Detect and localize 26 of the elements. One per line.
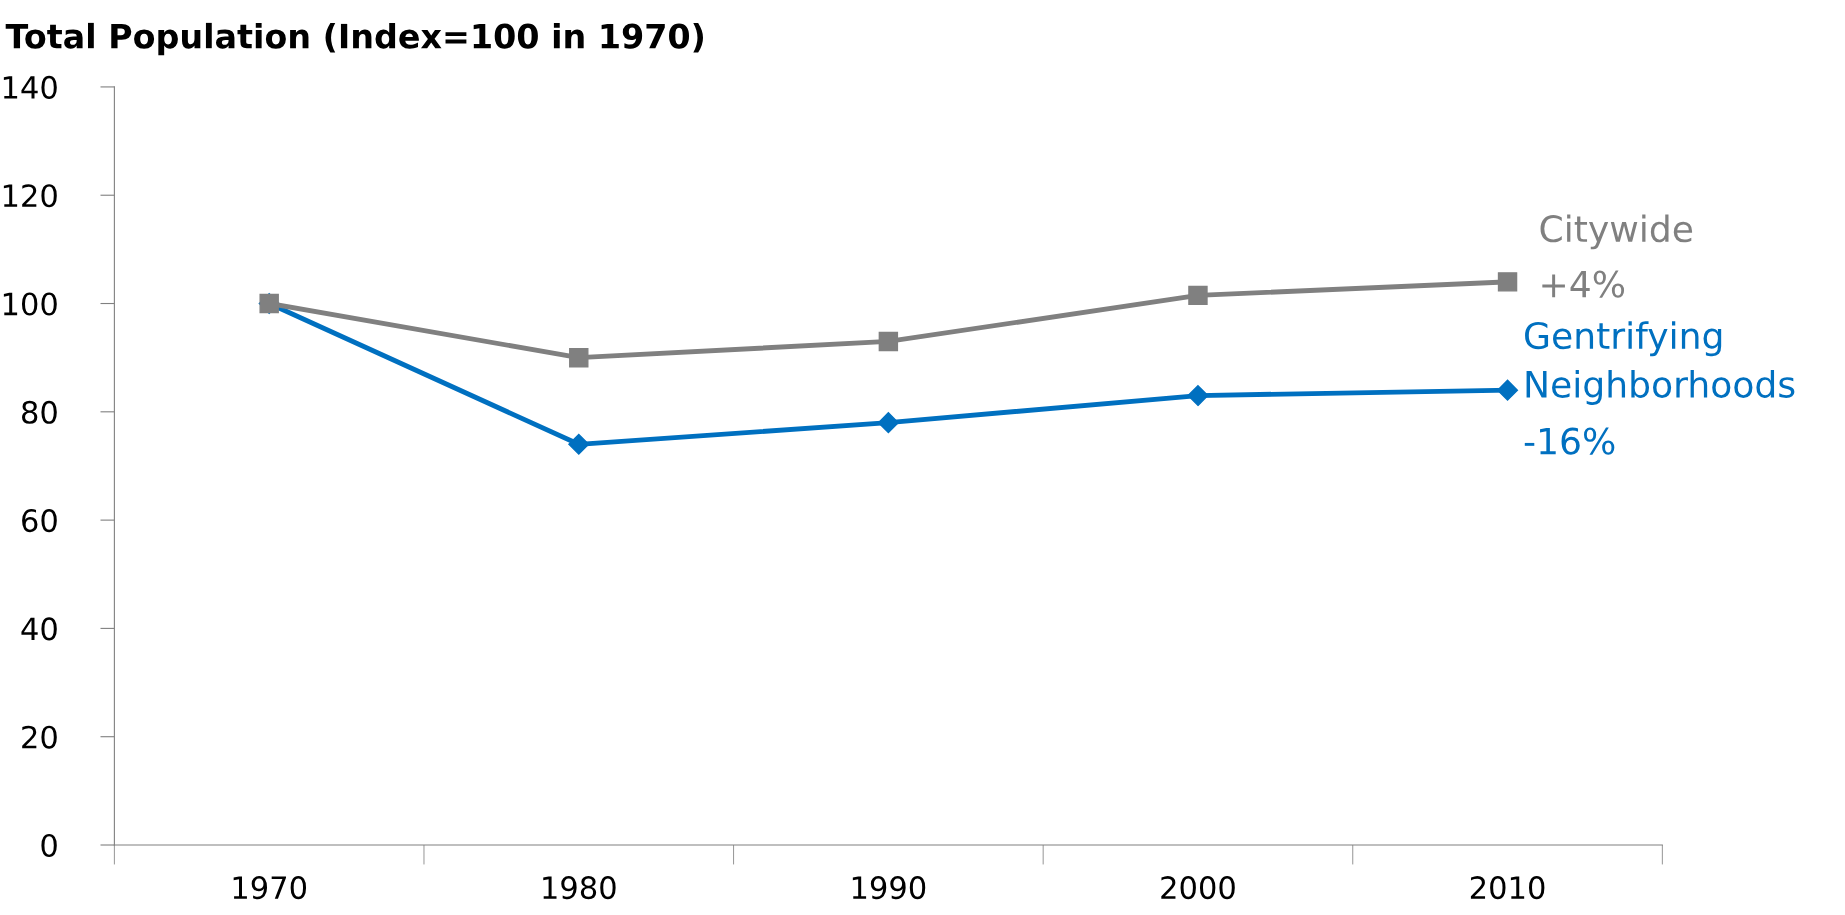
- y-tick-label: 60: [22, 509, 57, 533]
- y-tick-label: 100: [3, 292, 57, 316]
- point: [1187, 385, 1209, 407]
- x-tick-label: 2010: [1470, 876, 1545, 900]
- y-tick-label: 120: [3, 184, 57, 208]
- y-tick-label: 0: [41, 833, 57, 858]
- y-tick-label: 20: [22, 725, 57, 749]
- x-tick-label: 1990: [852, 876, 926, 900]
- annotation: +4%: [1542, 270, 1625, 298]
- point: [568, 433, 590, 455]
- x-tick-label: 1980: [543, 876, 616, 900]
- x-tick-label: 2000: [1161, 876, 1235, 900]
- point: [1497, 272, 1518, 292]
- point: [878, 331, 899, 352]
- point: [1497, 379, 1519, 401]
- y-tick-label: 80: [22, 400, 57, 424]
- series-label: Citywide: [1540, 214, 1693, 250]
- y-tick-label: 140: [3, 75, 57, 99]
- annotation: -16%: [1524, 427, 1615, 455]
- y-tick-label: 40: [21, 617, 57, 641]
- x-tick-label: 1970: [233, 876, 307, 900]
- series-label: Gentrifying Neighborhoods: [1525, 321, 1795, 405]
- point: [569, 347, 589, 368]
- point: [877, 412, 899, 434]
- point: [1188, 285, 1208, 306]
- chart-title: Total Population (Index=100 in 1970): [5, 22, 704, 56]
